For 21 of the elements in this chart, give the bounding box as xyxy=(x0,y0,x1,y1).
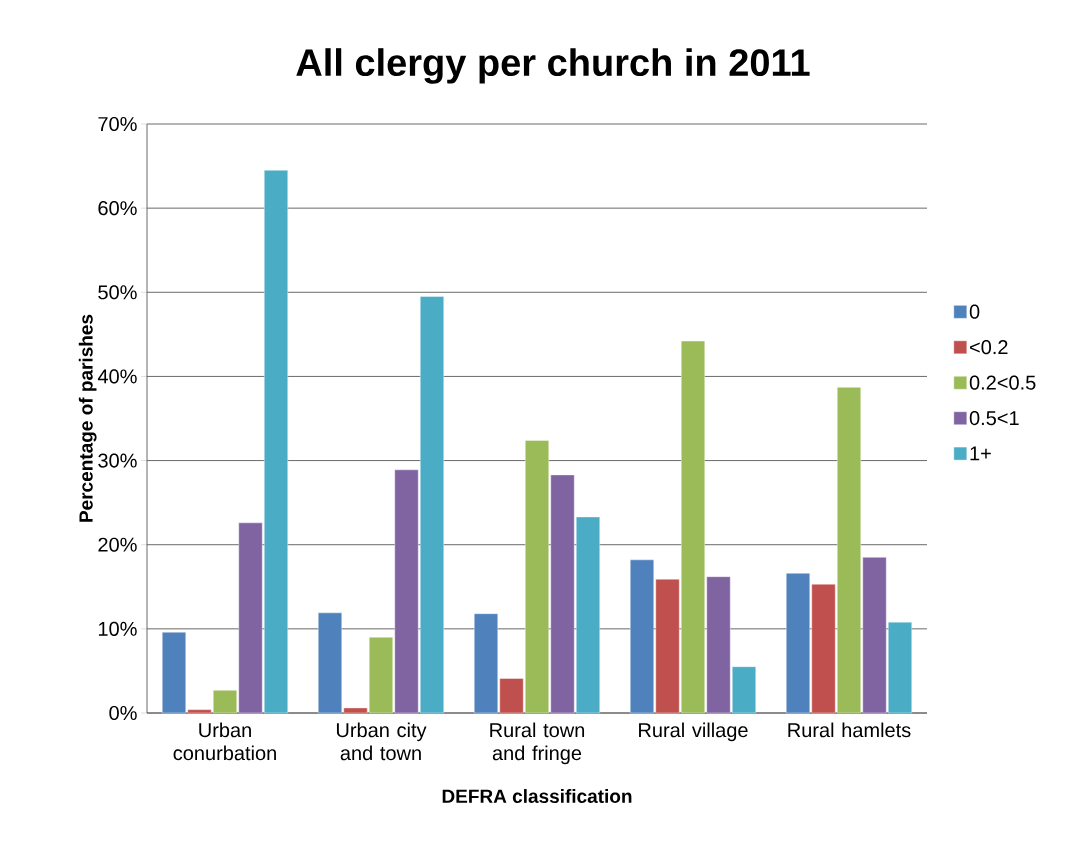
y-tick-label: 10% xyxy=(98,621,137,636)
x-tick-label: Rural village xyxy=(639,722,748,742)
x-tick-label: Urban city and town xyxy=(336,722,427,761)
y-tick-label: 50% xyxy=(98,285,137,300)
legend-label: 0.2<0.5 xyxy=(969,375,1036,390)
x-tick-label: Urban conurbation xyxy=(173,722,276,761)
x-axis-title: DEFRA classification xyxy=(442,789,632,803)
legend-label: 0.5<1 xyxy=(969,411,1019,426)
chart-title: All clergy per church in 2011 xyxy=(296,48,810,84)
x-tick-label: Rural hamlets xyxy=(788,722,911,738)
legend-label: 1+ xyxy=(970,446,991,461)
y-tick-label: 60% xyxy=(98,201,137,216)
y-tick-label: 30% xyxy=(98,453,137,468)
y-axis-title: Percentage of parishes xyxy=(78,314,97,522)
y-tick-label: 70% xyxy=(98,116,137,132)
legend-label: 0 xyxy=(969,304,980,319)
legend-label: <0.2 xyxy=(970,340,1008,355)
y-tick-label: 20% xyxy=(98,537,137,552)
x-tick-label: Rural town and fringe xyxy=(490,722,585,765)
y-tick-label: 0% xyxy=(109,705,137,721)
y-tick-label: 40% xyxy=(97,369,137,384)
